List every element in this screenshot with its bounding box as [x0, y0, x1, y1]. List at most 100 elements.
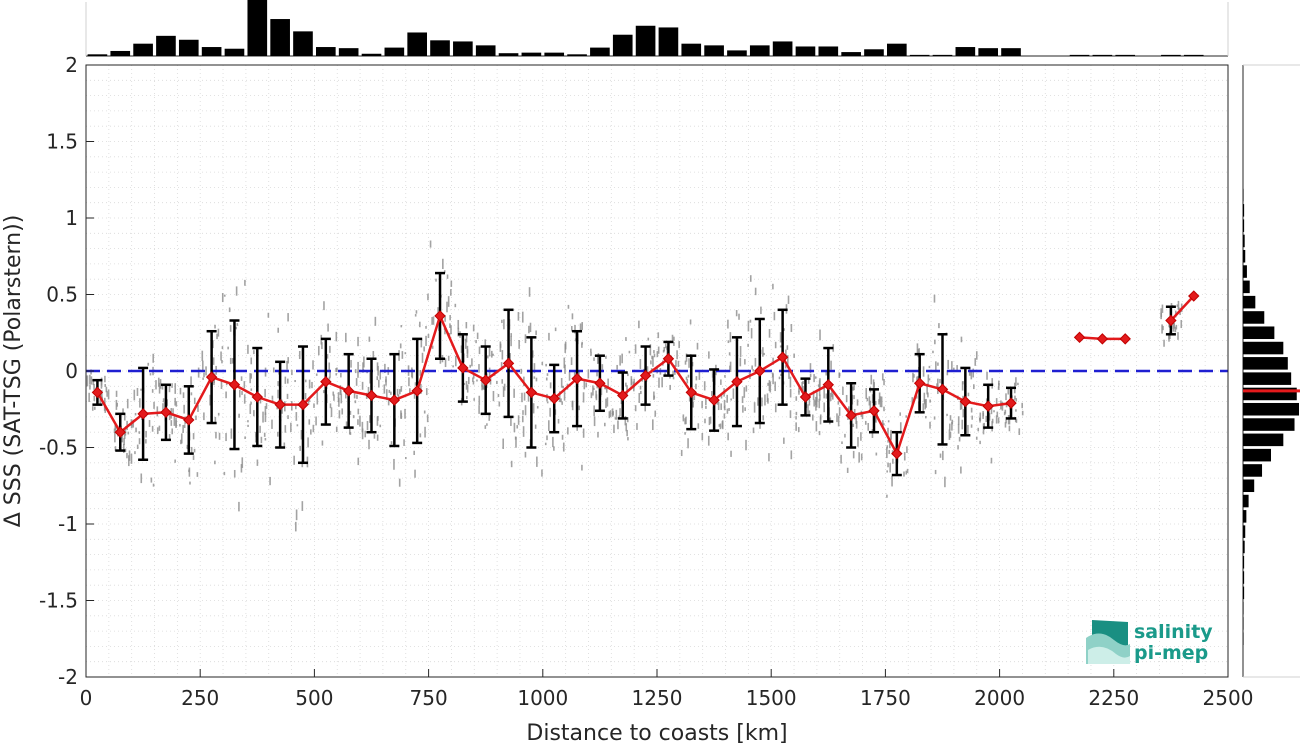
scatter-point — [638, 392, 641, 403]
scatter-point — [481, 384, 483, 387]
scatter-point — [366, 420, 369, 431]
scatter-point — [638, 320, 640, 329]
scatter-point — [316, 398, 319, 405]
scatter-point — [564, 343, 567, 353]
scatter-point — [536, 406, 539, 409]
scatter-point — [883, 406, 885, 412]
scatter-point — [795, 416, 797, 420]
scatter-point — [790, 324, 793, 332]
scatter-point — [977, 427, 980, 432]
scatter-point — [151, 425, 154, 432]
scatter-point — [856, 399, 859, 406]
scatter-point — [94, 406, 96, 410]
scatter-point — [633, 387, 635, 392]
scatter-point — [936, 383, 938, 389]
scatter-point — [744, 359, 746, 365]
scatter-point — [349, 432, 352, 435]
scatter-point — [926, 383, 928, 395]
scatter-point — [860, 453, 863, 461]
mean-marker — [1005, 397, 1017, 409]
scatter-point — [86, 375, 89, 387]
scatter-point — [128, 455, 130, 467]
scatter-point — [513, 388, 515, 398]
top-histogram-bar — [955, 47, 976, 56]
x-tick-label: 1750 — [860, 686, 911, 710]
scatter-point — [253, 410, 255, 417]
scatter-point — [91, 406, 94, 411]
scatter-point — [520, 368, 523, 374]
scatter-point — [829, 392, 832, 402]
scatter-point — [592, 385, 594, 396]
scatter-point — [388, 389, 391, 393]
scatter-point — [277, 431, 279, 437]
scatter-point — [411, 369, 414, 379]
x-tick-label: 1250 — [632, 686, 683, 710]
scatter-point — [593, 357, 595, 361]
scatter-point — [778, 376, 781, 380]
scatter-point — [238, 501, 240, 512]
scatter-point — [718, 424, 721, 427]
scatter-point — [1015, 398, 1018, 402]
scatter-point — [837, 401, 840, 405]
scatter-point — [330, 407, 333, 418]
scatter-point — [484, 425, 487, 429]
scatter-point — [685, 353, 688, 362]
scatter-point — [929, 421, 931, 429]
scatter-point — [830, 360, 832, 370]
scatter-point — [652, 356, 654, 367]
scatter-point — [720, 379, 722, 385]
top-histogram-bar — [795, 46, 816, 56]
scatter-point — [790, 450, 793, 460]
scatter-point — [503, 383, 506, 391]
scatter-point — [720, 403, 722, 410]
scatter-point — [262, 411, 264, 423]
scatter-point — [168, 412, 171, 421]
scatter-point — [383, 384, 386, 394]
scatter-point — [467, 376, 470, 385]
logo-mark-icon — [1086, 620, 1130, 664]
mean-marker — [1165, 314, 1177, 327]
scatter-point — [773, 311, 776, 321]
scatter-point — [858, 452, 860, 463]
scatter-point — [518, 340, 520, 349]
scatter-point — [286, 360, 288, 370]
scatter-point — [568, 371, 571, 381]
scatter-point — [689, 319, 692, 325]
scatter-point — [465, 395, 468, 399]
scatter-point — [795, 396, 798, 401]
scatter-point — [634, 344, 637, 354]
scatter-point — [541, 469, 543, 477]
scatter-point — [399, 343, 402, 349]
scatter-point — [364, 430, 367, 438]
scatter-point — [183, 424, 186, 428]
mean-series — [91, 290, 1200, 460]
scatter-point — [238, 413, 240, 418]
top-histogram-bar — [590, 47, 610, 56]
scatter-point — [361, 381, 364, 390]
scatter-point — [374, 316, 377, 326]
scatter-point — [905, 470, 908, 475]
top-histogram-bar — [87, 54, 108, 56]
scatter-point — [99, 399, 102, 406]
x-tick-label: 0 — [80, 686, 93, 710]
y-tick-label: -1.5 — [39, 589, 78, 613]
scatter-point — [528, 325, 530, 334]
scatter-point — [145, 439, 147, 444]
scatter-point — [140, 388, 142, 391]
scatter-point — [836, 413, 838, 423]
scatter-point — [673, 336, 675, 341]
scatter-point — [123, 430, 126, 439]
scatter-point — [787, 355, 789, 366]
scatter-point — [672, 376, 675, 380]
scatter-point — [890, 433, 892, 440]
scatter-point — [953, 367, 955, 372]
scatter-point — [399, 389, 401, 395]
scatter-point — [563, 389, 566, 401]
scatter-point — [922, 366, 925, 377]
scatter-point — [524, 334, 527, 344]
scatter-point — [214, 416, 217, 423]
scatter-point — [590, 392, 593, 399]
scatter-point — [368, 336, 371, 342]
scatter-point — [345, 421, 348, 430]
scatter-point — [865, 388, 868, 399]
